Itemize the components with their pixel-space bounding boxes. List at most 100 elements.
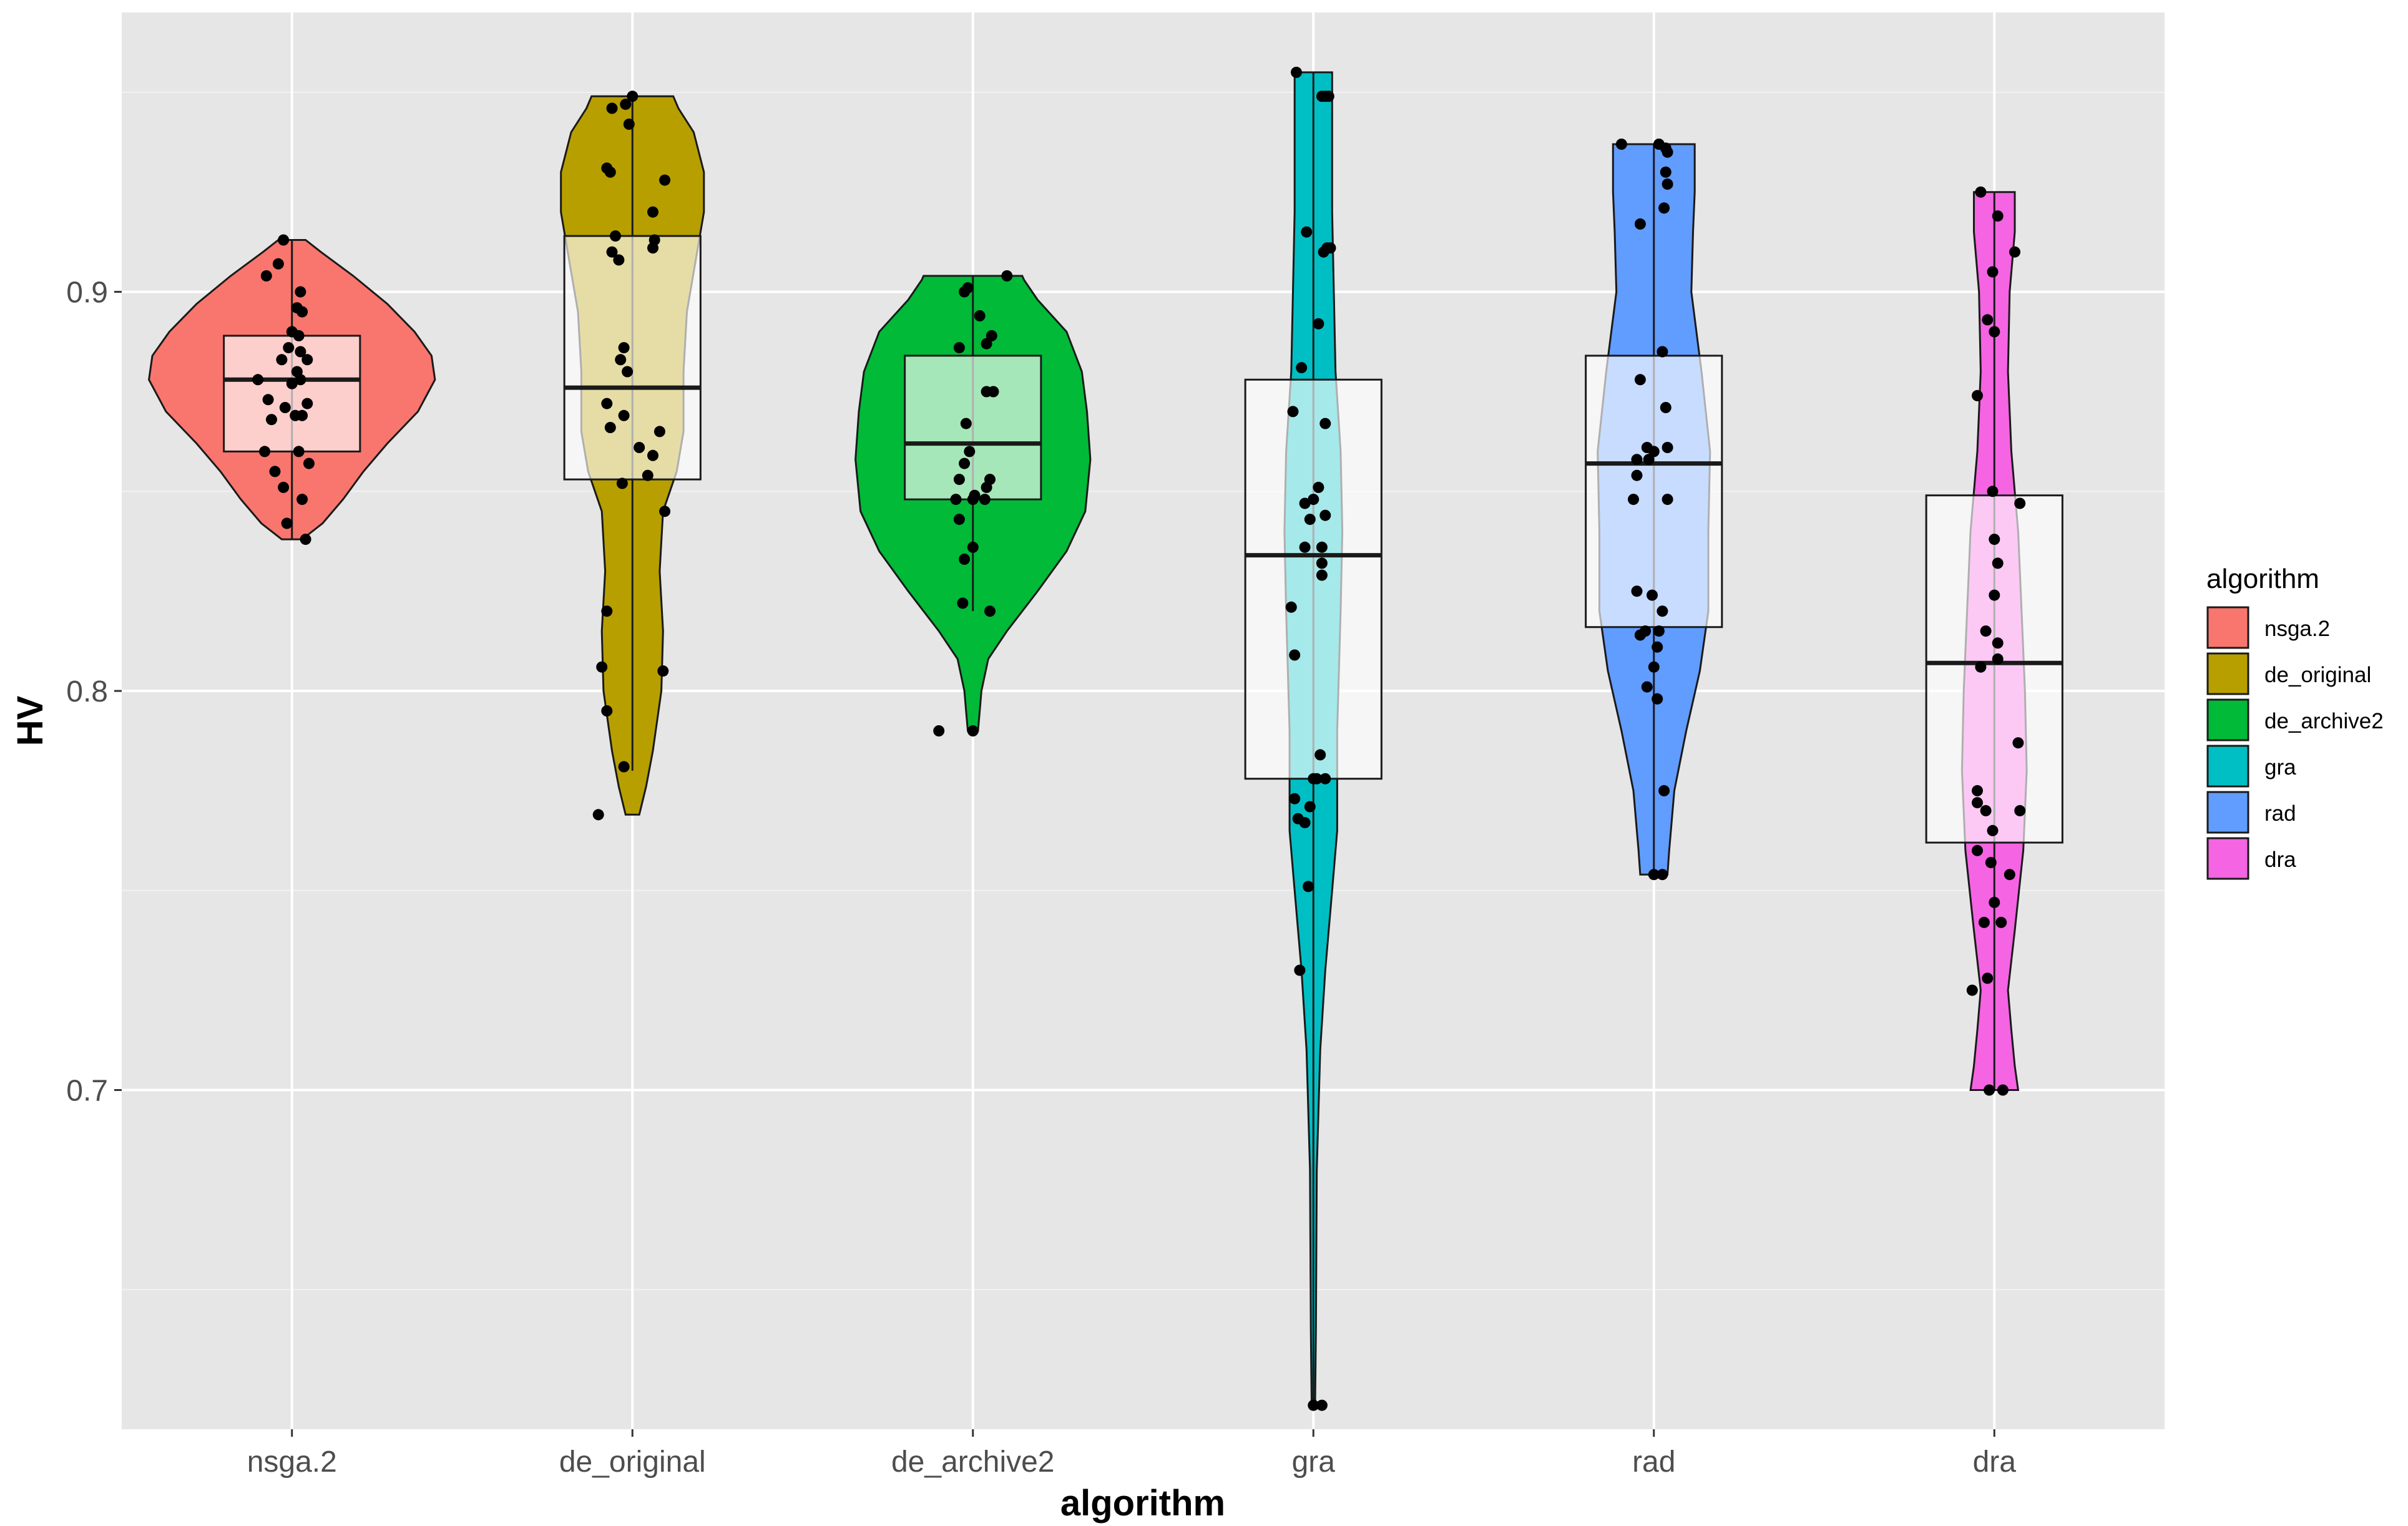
- legend-key-nsga.2: [2206, 606, 2249, 649]
- point-gra: [1303, 881, 1314, 893]
- point-dra: [2014, 497, 2026, 509]
- legend-label-gra: gra: [2264, 755, 2296, 780]
- point-gra: [1316, 541, 1328, 553]
- point-rad: [1658, 785, 1670, 796]
- legend-key-de_archive2: [2206, 698, 2249, 741]
- y-tick-label: 0.8: [66, 675, 108, 708]
- point-nsga.2: [296, 306, 308, 318]
- point-nsga.2: [252, 374, 264, 386]
- y-axis: 0.7 0.8 0.9: [66, 276, 122, 1107]
- point-rad: [1634, 374, 1646, 386]
- point-rad: [1662, 146, 1673, 158]
- point-nsga.2: [293, 330, 305, 341]
- point-nsga.2: [296, 409, 308, 421]
- point-gra: [1299, 541, 1311, 553]
- legend-key-de_original: [2206, 652, 2249, 695]
- point-rad: [1628, 494, 1639, 506]
- box-nsga.2: [223, 335, 361, 452]
- x-axis-title: algorithm: [1060, 1483, 1225, 1524]
- point-gra: [1304, 514, 1316, 526]
- point-de_original: [622, 366, 634, 378]
- point-gra: [1319, 773, 1331, 785]
- point-de_original: [634, 442, 645, 453]
- point-nsga.2: [295, 374, 306, 386]
- point-dra: [1987, 824, 1999, 836]
- point-dra: [1972, 844, 1983, 856]
- x-tick-label: rad: [1632, 1445, 1675, 1479]
- point-dra: [1992, 210, 2004, 222]
- point-dra: [1980, 805, 1992, 816]
- legend: algorithm nsga.2 de_original de_archive2gr…: [2206, 564, 2384, 880]
- point-dra: [2009, 246, 2020, 258]
- point-rad: [1652, 641, 1663, 653]
- point-nsga.2: [295, 346, 306, 358]
- point-de_original: [647, 449, 658, 461]
- point-gra: [1301, 226, 1313, 238]
- point-de_original: [616, 477, 628, 489]
- point-nsga.2: [295, 286, 306, 298]
- point-gra: [1316, 1399, 1328, 1411]
- point-gra: [1319, 509, 1331, 521]
- point-rad: [1657, 869, 1668, 881]
- box-de_archive2: [904, 355, 1042, 501]
- point-de_original: [601, 605, 613, 617]
- point-de_original: [620, 99, 632, 110]
- panel-background: [122, 12, 2165, 1429]
- point-rad: [1631, 469, 1643, 481]
- point-rad: [1660, 402, 1671, 413]
- point-dra: [1984, 1084, 1995, 1096]
- point-de_archive2: [959, 457, 971, 469]
- point-rad: [1631, 585, 1643, 597]
- point-de_original: [642, 469, 653, 481]
- point-nsga.2: [293, 446, 305, 457]
- point-rad: [1631, 454, 1643, 466]
- point-gra: [1323, 90, 1334, 102]
- point-gra: [1287, 406, 1299, 418]
- legend-key-dra: [2206, 837, 2249, 880]
- point-nsga.2: [276, 354, 288, 366]
- point-gra: [1296, 362, 1308, 374]
- point-dra: [1972, 389, 1983, 401]
- point-de_original: [618, 761, 630, 773]
- point-gra: [1289, 793, 1301, 805]
- point-rad: [1653, 625, 1665, 637]
- point-dra: [1975, 661, 1987, 673]
- point-rad: [1634, 218, 1646, 230]
- x-tick-label: de_archive2: [891, 1445, 1055, 1479]
- point-de_archive2: [953, 474, 965, 486]
- point-nsga.2: [301, 354, 313, 366]
- point-rad: [1662, 442, 1673, 453]
- data-points: [252, 66, 2026, 1411]
- point-de_original: [618, 342, 630, 354]
- point-de_original: [601, 398, 613, 409]
- point-nsga.2: [300, 534, 311, 545]
- point-dra: [1989, 896, 2000, 908]
- point-gra: [1316, 569, 1328, 581]
- point-gra: [1316, 557, 1328, 569]
- point-dra: [1992, 653, 2004, 665]
- point-rad: [1662, 179, 1673, 190]
- point-de_archive2: [957, 597, 969, 609]
- point-nsga.2: [269, 466, 281, 477]
- point-de_archive2: [964, 446, 976, 457]
- legend-key-rad: [2206, 791, 2249, 834]
- point-de_archive2: [984, 605, 996, 617]
- point-dra: [1985, 857, 1997, 868]
- point-gra: [1308, 773, 1319, 785]
- point-dra: [2004, 869, 2015, 881]
- legend-label-dra: dra: [2264, 848, 2296, 872]
- point-de_original: [596, 661, 608, 673]
- point-de_original: [604, 166, 616, 178]
- x-tick-label: de_original: [559, 1445, 706, 1479]
- point-gra: [1304, 801, 1316, 813]
- point-rad: [1657, 605, 1668, 617]
- point-dra: [1995, 916, 2007, 928]
- boxplots: [223, 72, 2063, 1406]
- point-de_archive2: [979, 494, 991, 506]
- point-gra: [1308, 494, 1319, 506]
- point-de_original: [610, 230, 621, 242]
- legend-label-de_original: de_original: [2264, 663, 2371, 687]
- point-dra: [1982, 972, 1994, 984]
- point-rad: [1652, 693, 1663, 705]
